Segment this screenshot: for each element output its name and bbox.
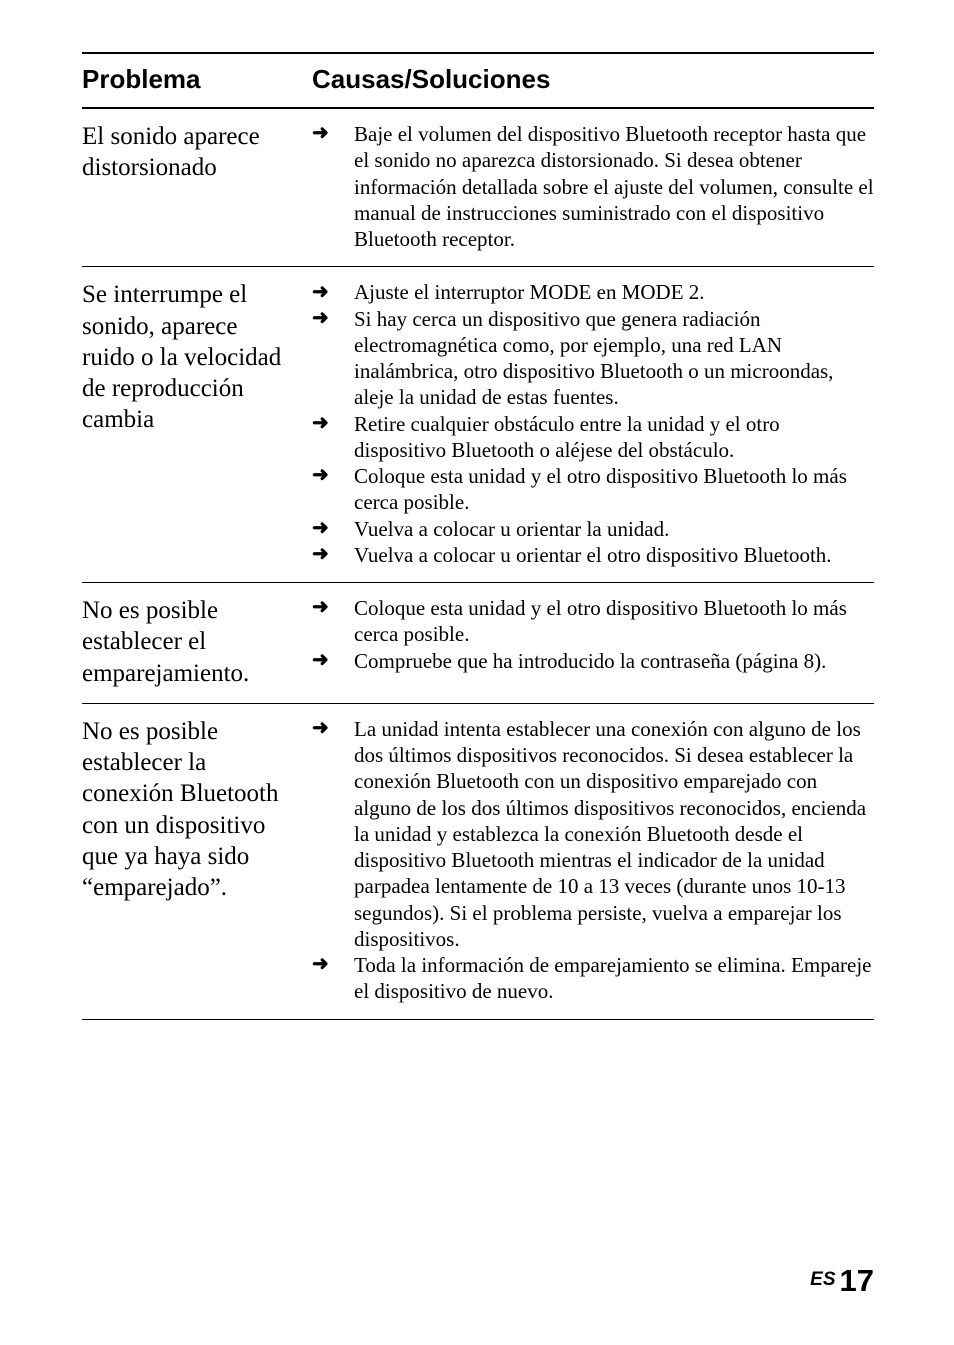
arrow-icon: ➜ <box>312 121 329 146</box>
solution-text: Compruebe que ha introducido la contrase… <box>354 649 826 673</box>
footer-lang: ES <box>810 1269 835 1290</box>
solution-text: Vuelva a colocar u orientar el otro disp… <box>354 543 832 567</box>
solution-text: Toda la información de emparejamiento se… <box>354 953 871 1003</box>
solution-text: Si hay cerca un dispositivo que genera r… <box>354 307 833 410</box>
arrow-icon: ➜ <box>312 542 329 567</box>
solution-text: Coloque esta unidad y el otro dispositiv… <box>354 464 847 514</box>
arrow-icon: ➜ <box>312 516 329 541</box>
troubleshooting-table: Problema Causas/Soluciones El sonido apa… <box>82 52 874 1020</box>
header-causas: Causas/Soluciones <box>312 53 874 108</box>
table-row: El sonido aparece distorsionado➜ Baje el … <box>82 108 874 267</box>
solution-text: Retire cualquier obstáculo entre la unid… <box>354 412 780 462</box>
solution-text: Ajuste el interruptor MODE en MODE 2. <box>354 280 705 304</box>
problem-cell: No es posible establecer el emparejamien… <box>82 583 312 704</box>
arrow-icon: ➜ <box>312 952 329 977</box>
solution-item: ➜ Retire cualquier obstáculo entre la uni… <box>312 411 874 464</box>
problem-cell: No es posible establecer la conexión Blu… <box>82 703 312 1019</box>
arrow-icon: ➜ <box>312 411 329 436</box>
solutions-cell: ➜ Coloque esta unidad y el otro dispositi… <box>312 583 874 704</box>
solution-item: ➜ Si hay cerca un dispositivo que genera … <box>312 306 874 411</box>
solution-item: ➜ Coloque esta unidad y el otro dispositi… <box>312 595 874 648</box>
solution-text: Baje el volumen del dispositivo Bluetoot… <box>354 122 874 251</box>
solution-item: ➜ La unidad intenta establecer una conexi… <box>312 716 874 952</box>
arrow-icon: ➜ <box>312 648 329 673</box>
solution-item: ➜ Compruebe que ha introducido la contras… <box>312 648 874 674</box>
arrow-icon: ➜ <box>312 280 329 305</box>
solution-text: Vuelva a colocar u orientar la unidad. <box>354 517 669 541</box>
problem-cell: Se interrumpe el sonido, aparece ruido o… <box>82 267 312 583</box>
solution-item: ➜ Vuelva a colocar u orientar el otro dis… <box>312 542 874 568</box>
solution-item: ➜ Baje el volumen del dispositivo Bluetoo… <box>312 121 874 252</box>
table-row: No es posible establecer el emparejamien… <box>82 583 874 704</box>
solutions-cell: ➜ La unidad intenta establecer una conexi… <box>312 703 874 1019</box>
problem-cell: El sonido aparece distorsionado <box>82 108 312 267</box>
page-footer: ES17 <box>810 1263 874 1299</box>
solutions-cell: ➜ Ajuste el interruptor MODE en MODE 2. ➜ S… <box>312 267 874 583</box>
footer-page: 17 <box>840 1263 874 1298</box>
solution-item: ➜ Coloque esta unidad y el otro dispositi… <box>312 463 874 516</box>
table-row: No es posible establecer la conexión Blu… <box>82 703 874 1019</box>
arrow-icon: ➜ <box>312 463 329 488</box>
table-body: El sonido aparece distorsionado➜Baje el … <box>82 108 874 1019</box>
arrow-icon: ➜ <box>312 306 329 331</box>
header-problema: Problema <box>82 53 312 108</box>
solution-text: Coloque esta unidad y el otro dispositiv… <box>354 596 847 646</box>
solution-item: ➜ Vuelva a colocar u orientar la unidad. <box>312 516 874 542</box>
arrow-icon: ➜ <box>312 595 329 620</box>
solution-item: ➜ Ajuste el interruptor MODE en MODE 2. <box>312 279 874 305</box>
table-row: Se interrumpe el sonido, aparece ruido o… <box>82 267 874 583</box>
solutions-cell: ➜ Baje el volumen del dispositivo Bluetoo… <box>312 108 874 267</box>
arrow-icon: ➜ <box>312 716 329 741</box>
solution-text: La unidad intenta establecer una conexió… <box>354 717 866 951</box>
solution-item: ➜ Toda la información de emparejamiento s… <box>312 952 874 1005</box>
